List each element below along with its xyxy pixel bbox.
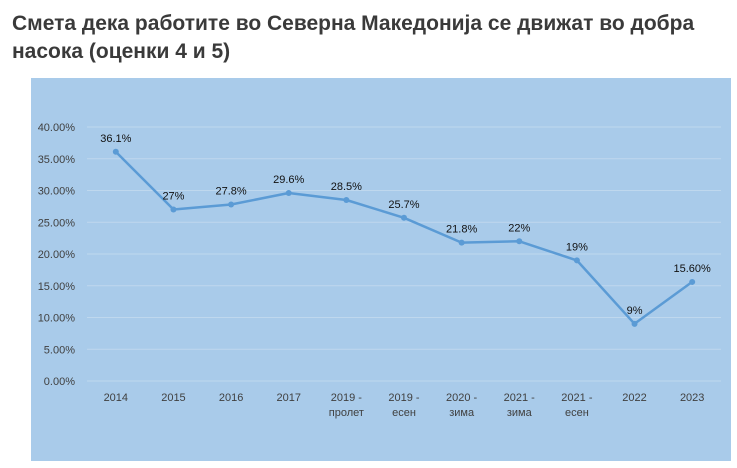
x-tick-line: 2017	[276, 392, 300, 404]
data-point	[516, 238, 523, 245]
x-tick-label: 2022	[622, 392, 646, 404]
data-point	[228, 201, 235, 208]
data-label: 28.5%	[331, 181, 362, 193]
data-point	[689, 278, 696, 285]
x-tick-line: 2023	[680, 392, 704, 404]
y-axis: 0.00% 5.00% 10.00% 15.00% 20.00% 25.00% 30.00%…	[38, 122, 76, 388]
line-chart: 0.00% 5.00% 10.00% 15.00% 20.00% 25.00% 30.00%…	[31, 78, 731, 461]
x-tick-label: 2015	[161, 392, 185, 404]
x-tick-label: 2016	[219, 392, 243, 404]
data-point	[458, 239, 465, 246]
x-tick-line: есен	[565, 407, 589, 419]
data-point	[343, 197, 350, 204]
x-tick-label: 2019 - пролет	[329, 392, 364, 419]
data-label: 15.60%	[674, 263, 712, 275]
data-label: 9%	[627, 305, 643, 317]
data-label: 21.8%	[446, 224, 477, 236]
data-label: 22%	[508, 222, 530, 234]
x-tick-label: 2020 - зима	[446, 392, 478, 419]
y-tick-label: 15.00%	[38, 281, 76, 293]
data-point	[285, 190, 292, 197]
x-tick-line: есен	[392, 407, 416, 419]
x-tick-line: 2020 -	[446, 392, 478, 404]
chart-area: 0.00% 5.00% 10.00% 15.00% 20.00% 25.00% 30.00%…	[31, 78, 731, 461]
data-labels: 36.1% 27% 27.8% 29.6% 28.5% 25.7% 21.8% 22% 19% 9…	[100, 133, 711, 317]
y-tick-label: 5.00%	[44, 344, 75, 356]
x-tick-line: зима	[449, 407, 475, 419]
x-tick-label: 2014	[104, 392, 128, 404]
x-tick-line: 2019 -	[331, 392, 363, 404]
x-tick-line: пролет	[329, 407, 364, 419]
data-label: 27.8%	[215, 185, 246, 197]
data-label: 29.6%	[273, 174, 304, 186]
series	[112, 148, 696, 327]
chart-title: Смета дека работите во Северна Македониј…	[12, 12, 695, 63]
x-tick-label: 2021 - есен	[561, 392, 593, 419]
data-point	[401, 214, 407, 221]
y-tick-label: 20.00%	[38, 249, 76, 261]
x-tick-line: 2021 -	[504, 392, 536, 404]
x-tick-label: 2017	[276, 392, 300, 404]
data-point	[631, 320, 638, 327]
y-tick-label: 0.00%	[44, 376, 75, 388]
x-tick-label: 2021 - зима	[504, 392, 536, 419]
data-point	[170, 206, 177, 213]
y-tick-label: 25.00%	[38, 217, 76, 229]
x-tick-line: 2016	[219, 392, 243, 404]
y-tick-label: 10.00%	[38, 313, 76, 325]
x-tick-label: 2019 - есен	[388, 392, 420, 419]
y-tick-label: 30.00%	[38, 186, 76, 198]
data-label: 25.7%	[388, 199, 419, 211]
data-label: 36.1%	[100, 133, 131, 145]
data-point	[573, 257, 580, 264]
y-tick-label: 35.00%	[38, 154, 76, 166]
data-label: 19%	[566, 241, 588, 253]
x-tick-line: 2014	[104, 392, 128, 404]
x-tick-line: зима	[507, 407, 533, 419]
x-tick-label: 2023	[680, 392, 704, 404]
data-point	[112, 148, 119, 155]
data-label: 27%	[162, 191, 184, 203]
x-tick-line: 2019 -	[388, 392, 420, 404]
x-tick-line: 2022	[622, 392, 646, 404]
gridlines	[87, 126, 721, 382]
plot-background	[31, 78, 731, 461]
y-tick-label: 40.00%	[38, 122, 76, 134]
x-tick-line: 2021 -	[561, 392, 593, 404]
x-tick-line: 2015	[161, 392, 185, 404]
